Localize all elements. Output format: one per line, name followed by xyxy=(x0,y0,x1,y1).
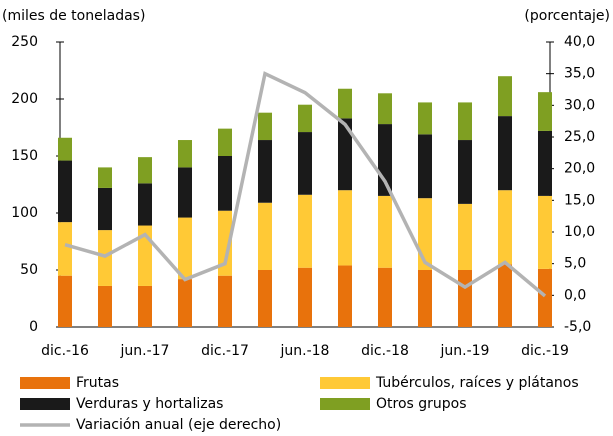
bar-segment xyxy=(498,264,512,327)
bar-segment xyxy=(378,93,392,125)
bar-segment xyxy=(258,270,272,327)
bar-segment xyxy=(538,92,552,131)
bar-segment xyxy=(258,140,272,203)
bar-segment xyxy=(258,202,272,270)
bar-segment xyxy=(498,190,512,265)
bar-segment xyxy=(138,183,152,226)
bar-segment xyxy=(98,187,112,231)
bar-segment xyxy=(58,137,72,161)
bar-segment xyxy=(58,222,72,276)
bar-segment xyxy=(178,167,192,218)
legend-label: Frutas xyxy=(76,375,119,391)
bar-segment xyxy=(458,270,472,327)
legend-label: Tubérculos, raíces y plátanos xyxy=(375,375,579,391)
bar-segment xyxy=(218,128,232,156)
bar-segment xyxy=(498,76,512,117)
x-tick-label: dic.-16 xyxy=(41,343,89,359)
bar-segment xyxy=(178,217,192,280)
bar-segment xyxy=(298,104,312,133)
y2-tick-label: 25,0 xyxy=(564,129,595,145)
bar-segment xyxy=(378,267,392,327)
legend-swatch xyxy=(20,377,70,389)
y2-tick-label: 5,0 xyxy=(564,256,586,272)
y2-tick-label: 0,0 xyxy=(564,287,586,303)
bar-segment xyxy=(218,210,232,276)
bar-segment xyxy=(338,88,352,119)
y-axis-label: (miles de toneladas) xyxy=(2,8,145,24)
x-tick-label: dic.-19 xyxy=(521,343,569,359)
y2-tick-label: 35,0 xyxy=(564,66,595,82)
x-tick-label: jun.-19 xyxy=(440,343,490,359)
legend-label: Verduras y hortalizas xyxy=(76,396,223,412)
bar-segment xyxy=(298,132,312,195)
bar-segment xyxy=(458,102,472,141)
legend-label: Variación anual (eje derecho) xyxy=(76,417,281,433)
y2-tick-label: 30,0 xyxy=(564,97,595,113)
bar-segment xyxy=(98,167,112,188)
x-tick-label: jun.-18 xyxy=(280,343,330,359)
bar-segment xyxy=(338,118,352,191)
legend-swatch xyxy=(320,377,370,389)
bar-segment xyxy=(418,134,432,199)
legend-swatch xyxy=(20,398,70,410)
bar-segment xyxy=(298,267,312,327)
bar-segment xyxy=(338,265,352,327)
y2-axis-label: (porcentaje) xyxy=(524,8,610,24)
y-tick-label: 200 xyxy=(11,91,38,107)
bar-segment xyxy=(498,116,512,191)
y2-tick-label: 10,0 xyxy=(564,224,595,240)
bar-segment xyxy=(218,156,232,211)
y2-tick-label: 15,0 xyxy=(564,192,595,208)
line-series xyxy=(64,71,547,298)
bar-segment xyxy=(458,140,472,204)
bar-segment xyxy=(538,268,552,327)
bar-segment xyxy=(378,195,392,268)
bar-segment xyxy=(138,157,152,184)
y-tick-label: 250 xyxy=(11,34,38,50)
bar-segment xyxy=(458,203,472,270)
bar-segment xyxy=(98,230,112,286)
bar-segment xyxy=(58,160,72,223)
bar-segment xyxy=(58,275,72,327)
x-tick-label: jun.-17 xyxy=(120,343,170,359)
y2-tick-label: 40,0 xyxy=(564,34,595,50)
bar-segment xyxy=(178,140,192,168)
y-tick-label: 100 xyxy=(11,205,38,221)
bar-segment xyxy=(298,194,312,268)
bar-segment xyxy=(538,130,552,196)
bar-segment xyxy=(418,270,432,327)
bar-segment xyxy=(418,102,432,135)
legend-label: Otros grupos xyxy=(376,396,467,412)
legend-swatch xyxy=(320,398,370,410)
y-tick-label: 0 xyxy=(29,319,38,335)
y2-tick-label: -5,0 xyxy=(564,319,591,335)
bar-segment xyxy=(98,285,112,327)
x-tick-label: dic.-18 xyxy=(361,343,409,359)
y-tick-label: 150 xyxy=(11,148,38,164)
bar-segment xyxy=(178,279,192,327)
bar-segment xyxy=(338,190,352,266)
bar-segment xyxy=(138,285,152,327)
bar-segment xyxy=(258,112,272,141)
bar-segment xyxy=(218,275,232,327)
y2-tick-label: 20,0 xyxy=(564,161,595,177)
x-tick-label: dic.-17 xyxy=(201,343,249,359)
bar-segment xyxy=(538,195,552,269)
y-tick-label: 50 xyxy=(20,262,38,278)
